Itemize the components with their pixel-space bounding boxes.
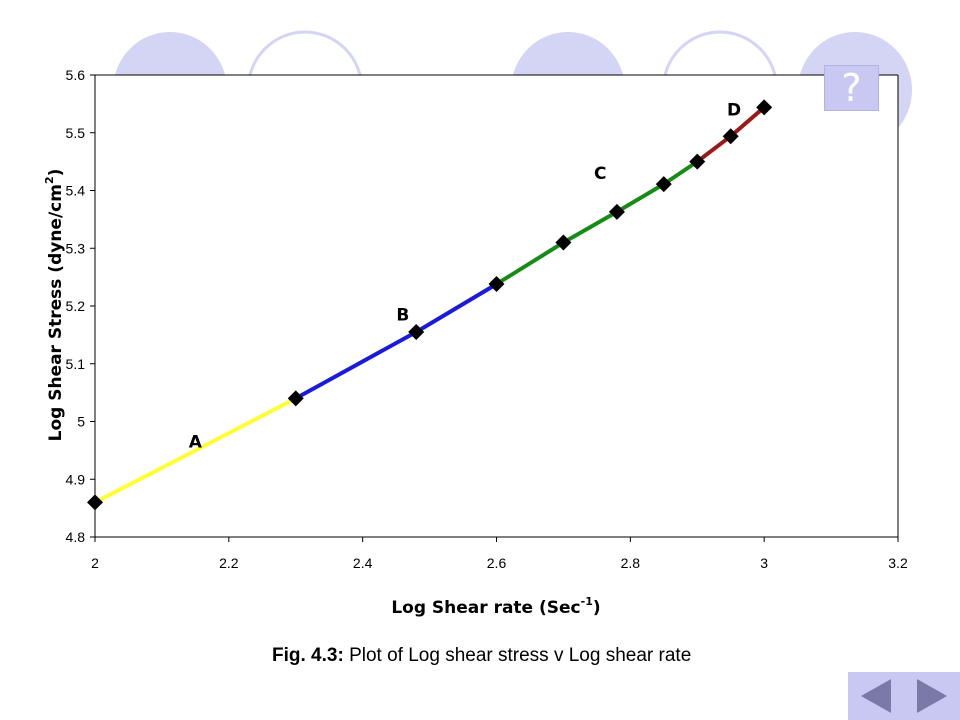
- triangle-left-icon[interactable]: [861, 679, 891, 713]
- data-point-marker: [689, 153, 706, 170]
- data-point-marker: [287, 390, 304, 407]
- data-point-marker: [555, 234, 572, 251]
- data-point-marker: [722, 128, 739, 145]
- y-tick-label: 4.9: [66, 471, 86, 487]
- segment-label-layer: A B C D: [189, 100, 741, 452]
- y-tick-label: 5.1: [66, 356, 86, 372]
- segment-label-a: A: [189, 432, 203, 452]
- y-tick-label: 5.6: [66, 67, 86, 83]
- x-tick-label: 2.2: [219, 555, 239, 571]
- x-tick-label: 2.4: [353, 555, 373, 571]
- navigation-bar: [848, 672, 960, 720]
- y-tick-label: 5.2: [66, 298, 86, 314]
- series-line-a: [93, 396, 298, 505]
- help-button[interactable]: ?: [824, 65, 879, 111]
- figure-number: Fig. 4.3:: [272, 645, 344, 666]
- y-tick-label: 5.5: [66, 125, 86, 141]
- data-point-marker: [488, 276, 505, 293]
- data-point-marker: [87, 494, 103, 511]
- data-point-marker: [756, 99, 773, 116]
- data-point-marker: [408, 323, 425, 340]
- y-axis-title: Log Shear Stress (dyne/cm2): [43, 169, 66, 442]
- x-tick-label: 2.6: [487, 555, 507, 571]
- figure-caption-text: Plot of Log shear stress v Log shear rat…: [343, 645, 692, 666]
- data-point-marker: [655, 176, 672, 193]
- x-tick-label: 2: [91, 555, 99, 571]
- data-point-marker: [608, 203, 625, 220]
- segment-label-d: D: [727, 100, 741, 120]
- figure-caption: Fig. 4.3: Plot of Log shear stress v Log…: [272, 645, 691, 667]
- segment-label-c: C: [594, 164, 606, 184]
- x-tick-label: 3.2: [888, 555, 908, 571]
- marker-layer: [87, 99, 773, 511]
- triangle-right-icon[interactable]: [917, 679, 947, 713]
- y-tick-label: 5: [77, 414, 85, 430]
- y-tick-label: 4.8: [66, 529, 86, 545]
- x-axis-title: Log Shear rate (Sec-1): [391, 595, 600, 618]
- y-tick-label: 5.3: [66, 240, 86, 256]
- y-tick-label: 5.4: [66, 183, 86, 199]
- x-tick-label: 2.8: [621, 555, 641, 571]
- segment-label-b: B: [396, 305, 409, 325]
- axes: 4.8 4.9 5 5.1 5.2 5.3 5.4 5.5 5.6 2 2.2 2.4 2.6 2.8 3 3…: [66, 67, 908, 571]
- plot-area: [95, 75, 898, 537]
- x-tick-label: 3: [760, 555, 768, 571]
